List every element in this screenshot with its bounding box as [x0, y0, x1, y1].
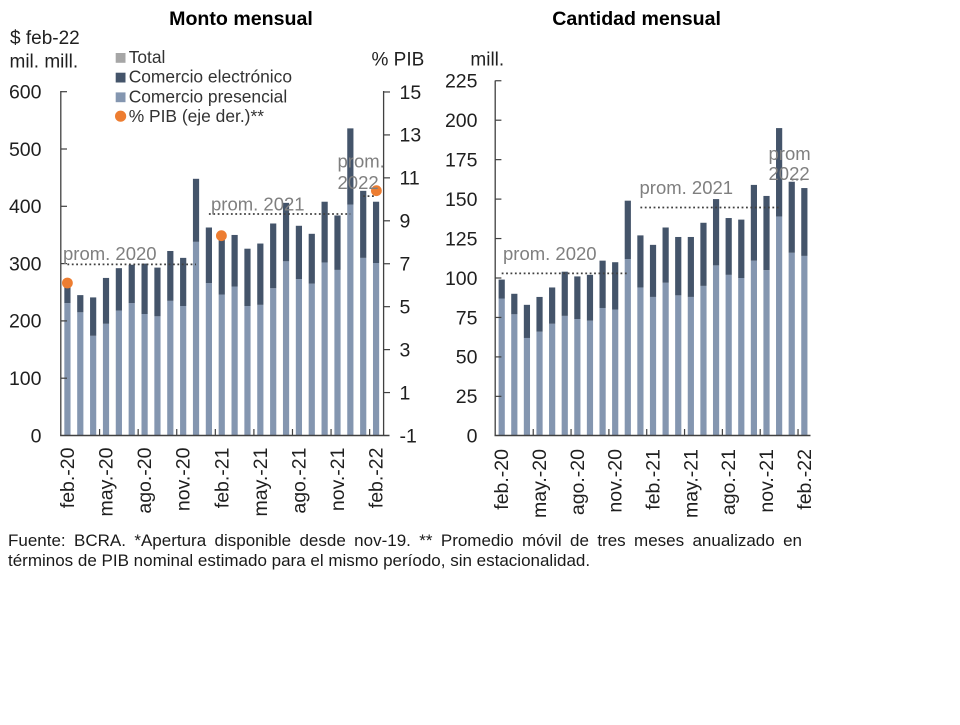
- svg-text:75: 75: [456, 307, 478, 329]
- svg-text:Comercio electrónico: Comercio electrónico: [129, 67, 292, 87]
- svg-text:prom. 2020: prom. 2020: [63, 243, 157, 264]
- svg-text:Cantidad mensual: Cantidad mensual: [552, 8, 721, 30]
- svg-text:may.-21: may.-21: [250, 448, 272, 517]
- svg-text:2022: 2022: [338, 172, 379, 193]
- svg-text:175: 175: [445, 149, 478, 171]
- svg-text:feb.-20: feb.-20: [57, 447, 79, 508]
- svg-text:ago.-21: ago.-21: [718, 449, 740, 515]
- svg-text:nov.-21: nov.-21: [756, 449, 778, 513]
- svg-text:7: 7: [400, 254, 411, 276]
- svg-text:prom. 2021: prom. 2021: [640, 177, 734, 198]
- svg-text:125: 125: [445, 228, 478, 250]
- svg-text:200: 200: [9, 311, 42, 333]
- svg-text:400: 400: [9, 196, 42, 218]
- svg-text:ago.-20: ago.-20: [134, 447, 156, 513]
- svg-text:200: 200: [445, 110, 478, 132]
- svg-text:9: 9: [400, 211, 411, 233]
- svg-text:feb.-21: feb.-21: [211, 448, 233, 509]
- svg-text:may.-20: may.-20: [96, 447, 118, 516]
- svg-text:Comercio presencial: Comercio presencial: [129, 86, 288, 106]
- svg-text:prom. 2021: prom. 2021: [211, 194, 305, 215]
- svg-text:nov.-21: nov.-21: [327, 448, 349, 512]
- svg-text:3: 3: [400, 339, 411, 361]
- svg-text:feb.-21: feb.-21: [643, 449, 665, 510]
- svg-text:300: 300: [9, 253, 42, 275]
- svg-text:Monto mensual: Monto mensual: [169, 8, 313, 30]
- svg-text:prom: prom: [769, 143, 811, 164]
- svg-text:% PIB (eje der.)**: % PIB (eje der.)**: [129, 106, 265, 126]
- svg-text:feb.-22: feb.-22: [366, 448, 388, 509]
- svg-text:2022: 2022: [769, 163, 810, 184]
- svg-text:may.-21: may.-21: [680, 449, 702, 518]
- svg-text:5: 5: [400, 296, 411, 318]
- svg-text:0: 0: [467, 426, 478, 448]
- svg-text:may.-20: may.-20: [529, 449, 551, 518]
- svg-text:feb.-20: feb.-20: [491, 449, 513, 510]
- svg-text:15: 15: [400, 82, 422, 104]
- svg-text:ago.-20: ago.-20: [567, 449, 589, 515]
- svg-text:100: 100: [9, 368, 42, 390]
- svg-text:mil. mill.: mil. mill.: [10, 52, 79, 73]
- svg-text:feb.-22: feb.-22: [794, 449, 816, 510]
- svg-text:25: 25: [456, 386, 478, 408]
- svg-text:Total: Total: [129, 47, 166, 67]
- svg-text:150: 150: [445, 189, 478, 211]
- svg-text:nov.-20: nov.-20: [173, 447, 195, 511]
- svg-text:$ feb-22: $ feb-22: [10, 28, 80, 49]
- svg-text:mill.: mill.: [470, 50, 504, 71]
- svg-text:600: 600: [9, 82, 42, 104]
- svg-text:50: 50: [456, 347, 478, 369]
- svg-text:0: 0: [31, 425, 42, 447]
- svg-text:% PIB: % PIB: [372, 50, 425, 71]
- svg-text:500: 500: [9, 139, 42, 161]
- svg-text:-1: -1: [400, 425, 417, 447]
- svg-text:225: 225: [445, 71, 478, 93]
- svg-text:100: 100: [445, 268, 478, 290]
- svg-text:13: 13: [400, 125, 422, 147]
- svg-text:11: 11: [400, 168, 420, 190]
- svg-text:prom.: prom.: [338, 151, 385, 172]
- svg-text:prom. 2020: prom. 2020: [503, 243, 597, 264]
- svg-text:nov.-20: nov.-20: [605, 449, 627, 513]
- svg-text:1: 1: [400, 382, 411, 404]
- svg-text:ago.-21: ago.-21: [288, 448, 310, 514]
